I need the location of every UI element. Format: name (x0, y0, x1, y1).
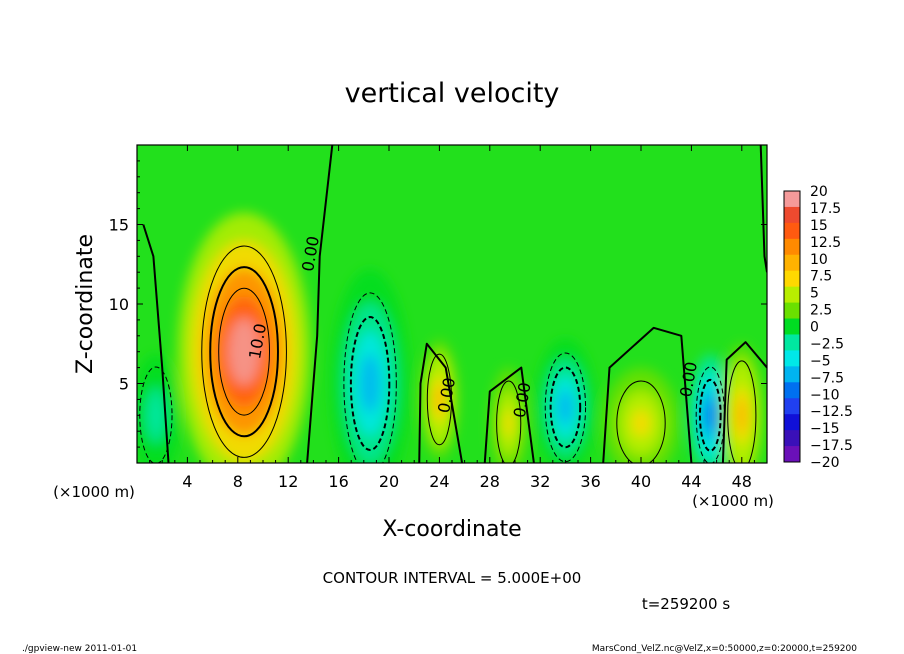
downdraft-shade (705, 400, 716, 431)
y-tick-label: 5 (119, 375, 129, 394)
colorbar-swatch (784, 334, 800, 351)
y-ticks: 5 10 15 (109, 160, 767, 448)
colorbar-swatch (784, 222, 800, 240)
y-axis-label: Z-coordinate (73, 234, 98, 374)
colorbar-label: 0 (810, 320, 819, 336)
contour-line (218, 287, 271, 416)
contour-line-zero (306, 145, 334, 463)
colorbar-swatch (784, 286, 800, 304)
chart-title: vertical velocity (345, 78, 560, 109)
contour-line (727, 360, 757, 463)
colorbar: 2017.51512.5107.552.50−2.5−5−7.5−10−12.5… (783, 184, 853, 471)
updraft-shade (504, 409, 514, 437)
colorbar-swatch (784, 430, 800, 447)
x-tick-label: 36 (580, 472, 600, 491)
time-text: t=259200 s (642, 595, 730, 613)
colorbar-swatch (784, 414, 800, 431)
colorbar-label: −5 (810, 353, 831, 369)
contour-line (201, 245, 287, 458)
x-tick-label: 20 (379, 472, 399, 491)
colorbar-swatch (784, 191, 800, 208)
colorbar-swatch (784, 350, 800, 367)
contour-lines (139, 145, 767, 463)
colorbar-swatch (784, 254, 800, 272)
x-unit-label: (×1000 m) (692, 492, 774, 510)
contour-interval-text: CONTOUR INTERVAL = 5.000E+00 (323, 569, 582, 587)
contour-line (209, 266, 279, 438)
updraft-shade (736, 398, 748, 433)
x-tick-label: 4 (182, 472, 192, 491)
contour-line-zero (418, 342, 464, 463)
colorbar-label: 5 (810, 286, 819, 302)
colorbar-label: −20 (810, 455, 840, 471)
contour-line (616, 380, 666, 463)
contour-line (698, 378, 722, 452)
colorbar-frame (783, 190, 801, 463)
downdraft-shade (360, 354, 380, 413)
y-tick-label: 15 (109, 216, 129, 235)
colorbar-swatch (784, 238, 800, 256)
colorbar-label: −10 (810, 387, 840, 403)
x-tick-label: 40 (631, 472, 651, 491)
contour-line-zero (602, 326, 693, 463)
contour-line-zero (759, 145, 767, 273)
colorbar-swatch (784, 270, 800, 288)
x-tick-label: 28 (480, 472, 500, 491)
contour-line-zero (483, 366, 535, 463)
footer-left: ./gpview-new 2011-01-01 (22, 644, 137, 654)
colorbar-swatch (784, 446, 800, 463)
colorbar-swatch (784, 318, 800, 335)
x-tick-label: 48 (732, 472, 752, 491)
downdraft-shade (149, 400, 162, 431)
colorbar-label: −2.5 (810, 336, 844, 352)
y-unit-label: (×1000 m) (53, 483, 135, 501)
x-axis-label: X-coordinate (382, 517, 521, 542)
colorbar-swatch (784, 302, 800, 320)
downdraft-shade (557, 390, 573, 425)
colorbar-swatch (784, 366, 800, 383)
colorbar-label: −7.5 (810, 370, 844, 386)
colorbar-label: 2.5 (810, 303, 832, 319)
colorbar-label: −17.5 (810, 438, 853, 454)
colorbar-swatch (784, 382, 800, 399)
colorbar-label: 10 (810, 252, 828, 268)
updraft-shade (228, 318, 260, 386)
colorbar-label: 20 (810, 184, 828, 200)
colorbar-label: 7.5 (810, 269, 832, 285)
x-tick-label: 8 (233, 472, 243, 491)
colorbar-label: 12.5 (810, 235, 841, 251)
contour-line (343, 292, 397, 463)
footer-right: MarsCond_VelZ.nc@VelZ,x=0:50000,z=0:2000… (592, 644, 857, 654)
colorbar-label: −12.5 (810, 404, 853, 420)
x-tick-label: 24 (429, 472, 449, 491)
updraft-shade (434, 385, 444, 414)
updraft-shade (631, 409, 651, 437)
contour-line-zero (142, 224, 170, 463)
colorbar-swatch (784, 398, 800, 415)
x-tick-label: 32 (530, 472, 550, 491)
x-tick-label: 16 (328, 472, 348, 491)
contour-line (349, 316, 391, 451)
x-tick-label: 44 (681, 472, 701, 491)
colorbar-label: 17.5 (810, 201, 841, 217)
colorbar-swatch (784, 206, 800, 224)
contour-line (549, 366, 582, 449)
x-tick-label: 12 (278, 472, 298, 491)
y-tick-label: 10 (109, 295, 129, 314)
contour-line (496, 380, 522, 463)
contour-line (544, 352, 587, 463)
colorbar-label: −15 (810, 421, 840, 437)
colorbar-label: 15 (810, 218, 828, 234)
contour-line-zero (721, 341, 767, 463)
x-ticks: 4 8 12 16 20 24 28 32 36 40 44 48 (149, 145, 755, 491)
